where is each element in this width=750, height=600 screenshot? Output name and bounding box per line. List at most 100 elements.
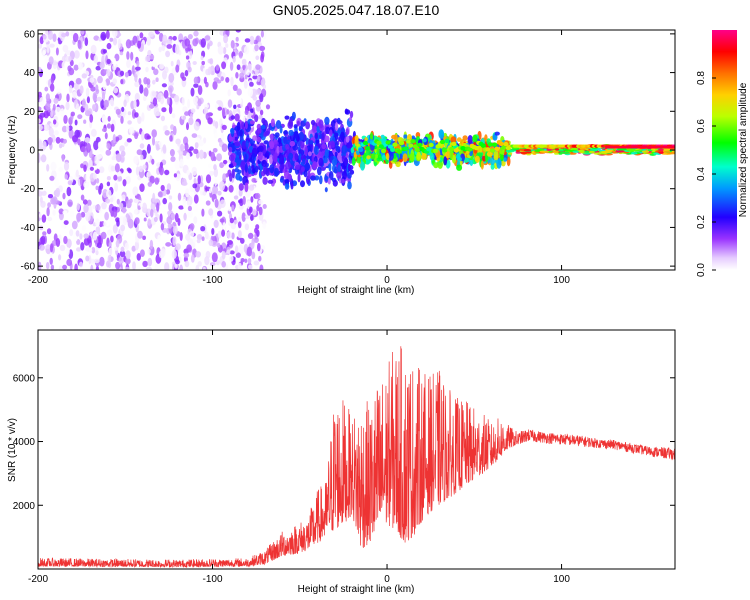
heatmap-cell: [50, 110, 54, 117]
heatmap-cell: [239, 129, 243, 137]
heatmap-cell: [234, 113, 240, 122]
heatmap-cell: [149, 239, 154, 250]
heatmap-cell: [192, 96, 199, 104]
heatmap-cell: [190, 108, 196, 113]
heatmap-cell: [335, 145, 341, 153]
heatmap-cell: [588, 150, 595, 154]
heatmap-cell: [118, 256, 124, 265]
heatmap-cell: [38, 124, 43, 131]
heatmap-cell: [222, 173, 227, 182]
heatmap-cell: [109, 37, 114, 42]
heatmap-cell: [284, 178, 290, 184]
heatmap-cell: [80, 146, 86, 153]
heatmap-cell: [60, 224, 66, 229]
heatmap-cell: [74, 50, 80, 59]
heatmap-cell: [75, 77, 82, 85]
heatmap-cell: [462, 135, 468, 141]
heatmap-cell: [221, 124, 227, 130]
heatmap-cell: [58, 265, 63, 270]
heatmap-cell: [107, 254, 112, 264]
heatmap-cell: [433, 162, 439, 169]
heatmap-cell: [38, 66, 42, 73]
heatmap-cell: [112, 209, 118, 218]
heatmap-cell: [113, 57, 117, 67]
heatmap-cell: [229, 172, 233, 182]
heatmap-cell: [337, 151, 342, 161]
colorbar-ticks: 0.0 0.2 0.4 0.6 0.8: [696, 71, 716, 277]
heatmap-cell: [214, 132, 218, 139]
heatmap-cell: [182, 106, 188, 113]
heatmap-cell: [196, 234, 203, 241]
heatmap-cell: [330, 140, 335, 148]
heatmap-cell: [385, 152, 390, 161]
heatmap-cell: [110, 97, 114, 107]
heatmap-cell: [39, 97, 45, 106]
heatmap-cell: [83, 233, 89, 239]
heatmap-cell: [110, 235, 114, 243]
heatmap-cell: [47, 137, 53, 144]
heatmap-cell: [155, 77, 159, 82]
heatmap-cell: [46, 207, 50, 217]
heatmap-cell: [147, 218, 151, 226]
heatmap-cell: [433, 148, 439, 153]
heatmap-cell: [179, 264, 183, 270]
heatmap-cell: [318, 119, 324, 129]
heatmap-cell: [190, 254, 195, 263]
heatmap-cell: [209, 58, 214, 65]
heatmap-cell: [76, 103, 80, 110]
heatmap-cell: [216, 153, 223, 162]
heatmap-cell: [192, 38, 198, 47]
heatmap-cell: [451, 141, 457, 147]
heatmap-cell: [578, 149, 585, 153]
heatmap-cell: [240, 160, 246, 171]
heatmap-central-band: [358, 138, 675, 154]
heatmap-cell: [181, 181, 188, 186]
heatmap-cell: [328, 162, 332, 172]
heatmap-cell: [93, 54, 99, 64]
heatmap-cell: [338, 177, 342, 184]
heatmap-cell: [126, 138, 132, 143]
heatmap-cell: [95, 84, 99, 93]
heatmap-cell: [409, 152, 415, 162]
heatmap-cell: [215, 64, 220, 71]
heatmap-cell: [84, 37, 89, 47]
heatmap-cell: [77, 114, 83, 120]
heatmap-cell: [133, 99, 137, 109]
heatmap-cell: [249, 120, 255, 125]
heatmap-cell: [61, 154, 65, 162]
heatmap-cell: [265, 130, 270, 136]
heatmap-cell: [319, 175, 323, 185]
heatmap-cell: [66, 93, 70, 103]
heatmap-cell: [54, 177, 60, 188]
heatmap-cell: [92, 231, 98, 241]
heatmap-cell: [86, 142, 91, 153]
heatmap-cell: [79, 233, 83, 240]
heatmap-cell: [73, 82, 78, 90]
heatmap-cell: [219, 199, 226, 208]
heatmap-cell: [615, 150, 625, 153]
heatmap-cell: [252, 153, 256, 160]
heatmap-cell: [396, 149, 402, 154]
heatmap-cell: [65, 101, 70, 111]
heatmap-cell: [149, 54, 155, 60]
heatmap-cell: [134, 92, 140, 102]
heatmap-cell: [231, 204, 235, 210]
heatmap-cell: [115, 239, 120, 248]
heatmap-cell: [186, 122, 189, 131]
chart-title: GN05.2025.047.18.07.E10: [273, 2, 440, 18]
heatmap-cell: [90, 44, 97, 55]
heatmap-cell: [667, 152, 675, 155]
heatmap-cell: [120, 224, 126, 232]
heatmap-cell: [193, 206, 199, 213]
heatmap-cell: [131, 65, 135, 75]
heatmap-cell: [284, 183, 290, 190]
heatmap-cell: [82, 90, 87, 100]
heatmap-cell: [216, 100, 223, 105]
heatmap-cell: [294, 164, 300, 170]
heatmap-cell: [86, 199, 92, 207]
heatmap-cell: [90, 86, 96, 92]
heatmap-cell: [415, 147, 421, 153]
heatmap-cell: [234, 245, 239, 254]
heatmap-cell: [260, 30, 264, 38]
heatmap-cell: [83, 164, 87, 172]
